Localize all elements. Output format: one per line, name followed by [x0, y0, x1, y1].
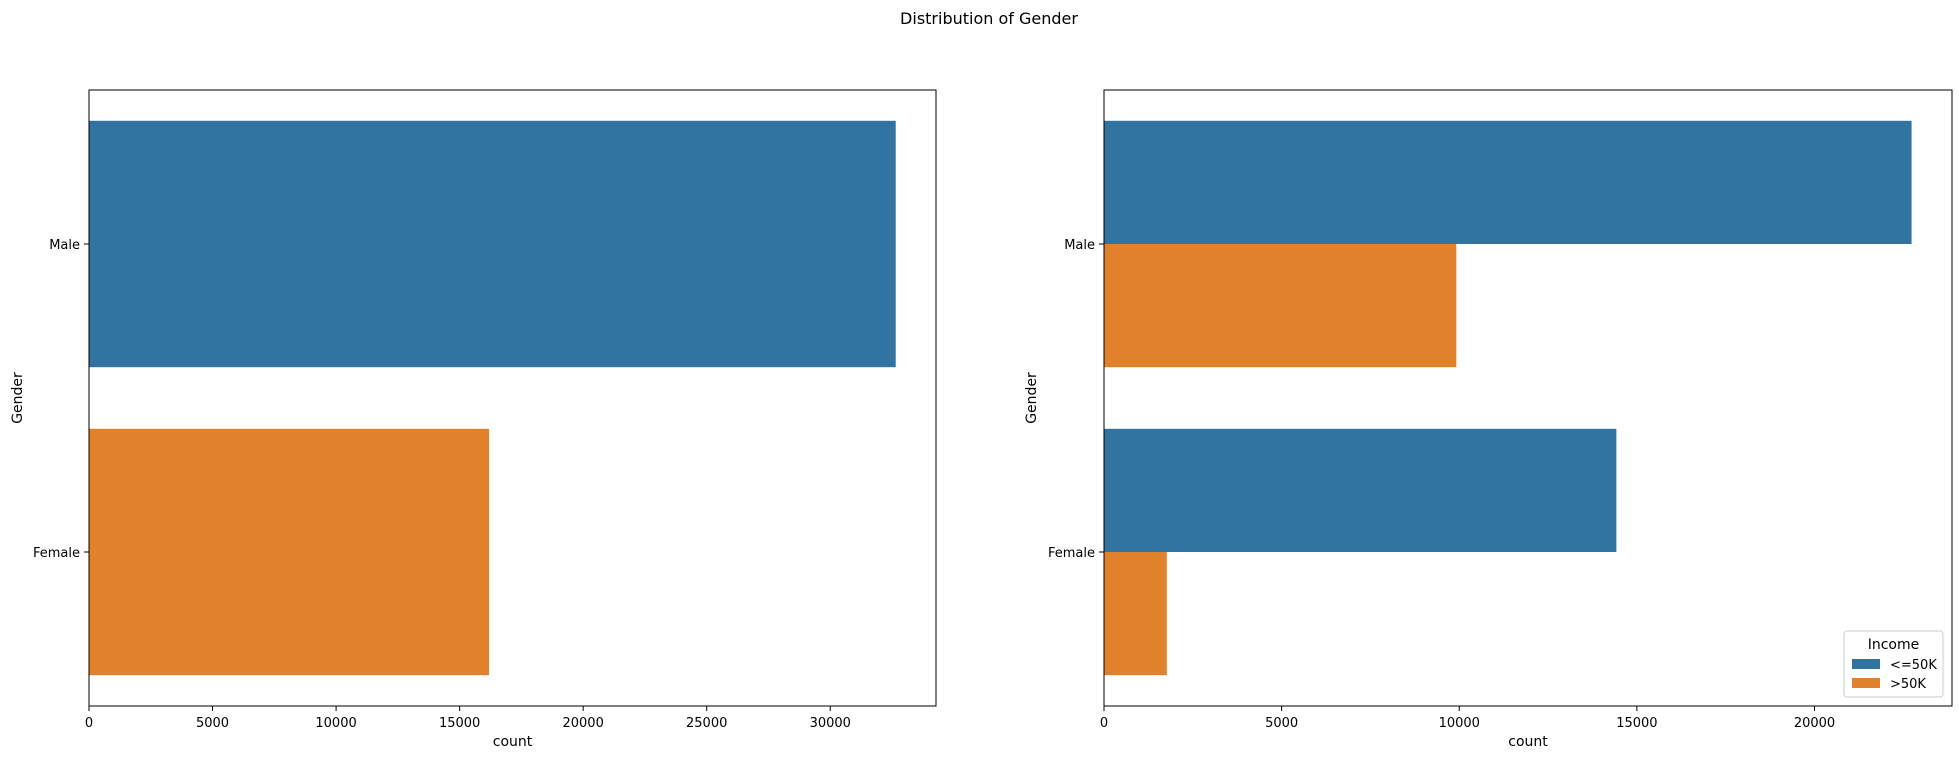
- figure-title: Distribution of Gender: [900, 9, 1078, 28]
- legend-label-0: <=50K: [1890, 658, 1937, 673]
- legend-title: Income: [1868, 637, 1920, 653]
- y-tick-label: Female: [33, 546, 80, 561]
- legend-label-1: >50K: [1890, 677, 1926, 692]
- bar-male: [89, 120, 896, 368]
- bar-male-series-0: [1104, 120, 1912, 244]
- y-tick-label: Male: [1064, 238, 1095, 253]
- x-axis-label: count: [1508, 734, 1548, 750]
- x-tick-label: 5000: [196, 716, 229, 731]
- bar-male-series-1: [1104, 244, 1457, 368]
- y-tick-label: Male: [49, 238, 80, 253]
- x-tick-label: 15000: [1616, 716, 1657, 731]
- plot-frame: [1103, 89, 1953, 707]
- x-tick-label: 20000: [1794, 716, 1835, 731]
- x-tick-label: 0: [1100, 716, 1108, 731]
- x-tick-label: 10000: [1439, 716, 1480, 731]
- bar-female-series-0: [1104, 428, 1617, 552]
- y-axis-label: Gender: [10, 372, 26, 424]
- x-tick-label: 0: [85, 716, 93, 731]
- chart-right: Male Female 0 5000 10000 15000 20000 count Gende…: [1024, 89, 1953, 750]
- x-tick-label: 25000: [686, 716, 727, 731]
- x-tick-label: 15000: [439, 716, 480, 731]
- plot-frame: [88, 89, 937, 707]
- bar-female: [89, 428, 490, 676]
- chart-left: Male Female 0 5000 10000 15000 20000 25000 30000…: [10, 89, 937, 750]
- y-tick-label: Female: [1048, 546, 1095, 561]
- x-tick-label: 10000: [315, 716, 356, 731]
- legend-swatch-1: [1852, 678, 1880, 688]
- x-tick-label: 30000: [810, 716, 851, 731]
- y-axis-label: Gender: [1024, 372, 1040, 424]
- bar-female-series-1: [1104, 552, 1167, 676]
- x-tick-label: 5000: [1265, 716, 1298, 731]
- x-axis-label: count: [493, 734, 533, 750]
- x-tick-label: 20000: [562, 716, 603, 731]
- legend: Income <=50K >50K: [1843, 630, 1944, 698]
- legend-swatch-0: [1852, 659, 1880, 669]
